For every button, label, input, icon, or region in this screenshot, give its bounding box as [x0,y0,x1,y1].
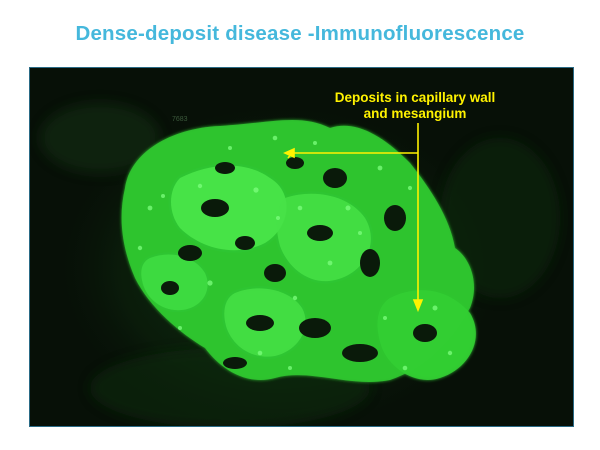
annotation-arrows [283,123,424,313]
annotation-line-2: and mesangium [363,106,467,121]
deposits-annotation: Deposits in capillary wall and mesangium [300,90,530,122]
glomerulus-fluorescence-image [40,98,560,426]
annotation-line-1: Deposits in capillary wall [334,90,496,105]
faint-image-mark: 7683 [172,116,188,123]
slide-title: Dense-deposit disease -Immunofluorescenc… [75,22,525,45]
micrograph-image [29,67,574,427]
